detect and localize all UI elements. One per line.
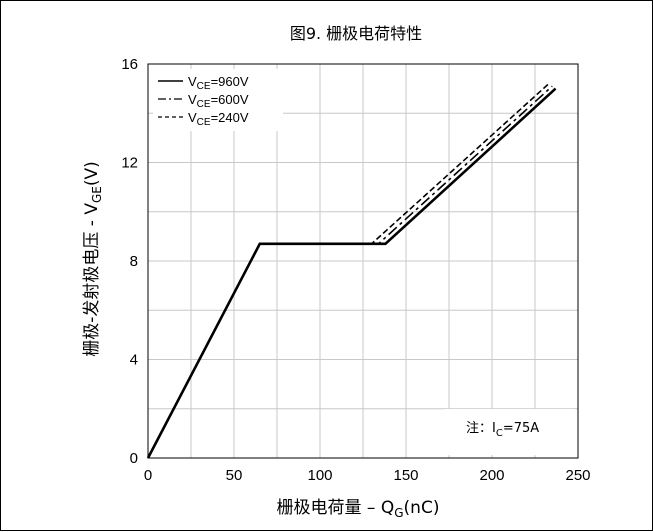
chart-title: 图9. 栅极电荷特性 <box>290 24 422 43</box>
x-tick-label: 250 <box>565 467 590 484</box>
y-axis-label: 栅极-发射极电压 - VGE(V) <box>82 161 104 357</box>
x-axis-label: 栅极电荷量 – QG(nC) <box>277 498 440 520</box>
legend-background <box>153 69 283 131</box>
note-box: 注：IC=75A <box>445 409 575 455</box>
legend-label: VCE=600V <box>188 92 249 110</box>
series-line-dashed <box>147 83 550 459</box>
series-line-solid <box>146 87 557 459</box>
y-tick-labels: 0 4 8 12 16 <box>121 56 138 467</box>
x-tick-label: 0 <box>144 467 152 484</box>
y-tick-label: 0 <box>130 450 138 467</box>
x-tick-label: 150 <box>393 467 418 484</box>
series-lines <box>146 83 557 459</box>
note-background <box>445 409 575 455</box>
x-tick-label: 100 <box>307 467 332 484</box>
y-tick-label: 16 <box>121 56 138 73</box>
y-tick-label: 8 <box>130 253 138 270</box>
x-tick-label: 50 <box>226 467 243 484</box>
x-tick-labels: 0 50 100 150 200 250 <box>144 467 591 484</box>
y-tick-label: 4 <box>130 352 138 369</box>
legend-label: VCE=240V <box>188 110 249 128</box>
note-label: 注：IC=75A <box>466 421 539 439</box>
x-tick-label: 200 <box>479 467 504 484</box>
legend-label: VCE=960V <box>188 74 249 92</box>
plot-area-border <box>147 63 579 459</box>
y-tick-label: 12 <box>121 155 138 172</box>
grid <box>148 64 578 458</box>
